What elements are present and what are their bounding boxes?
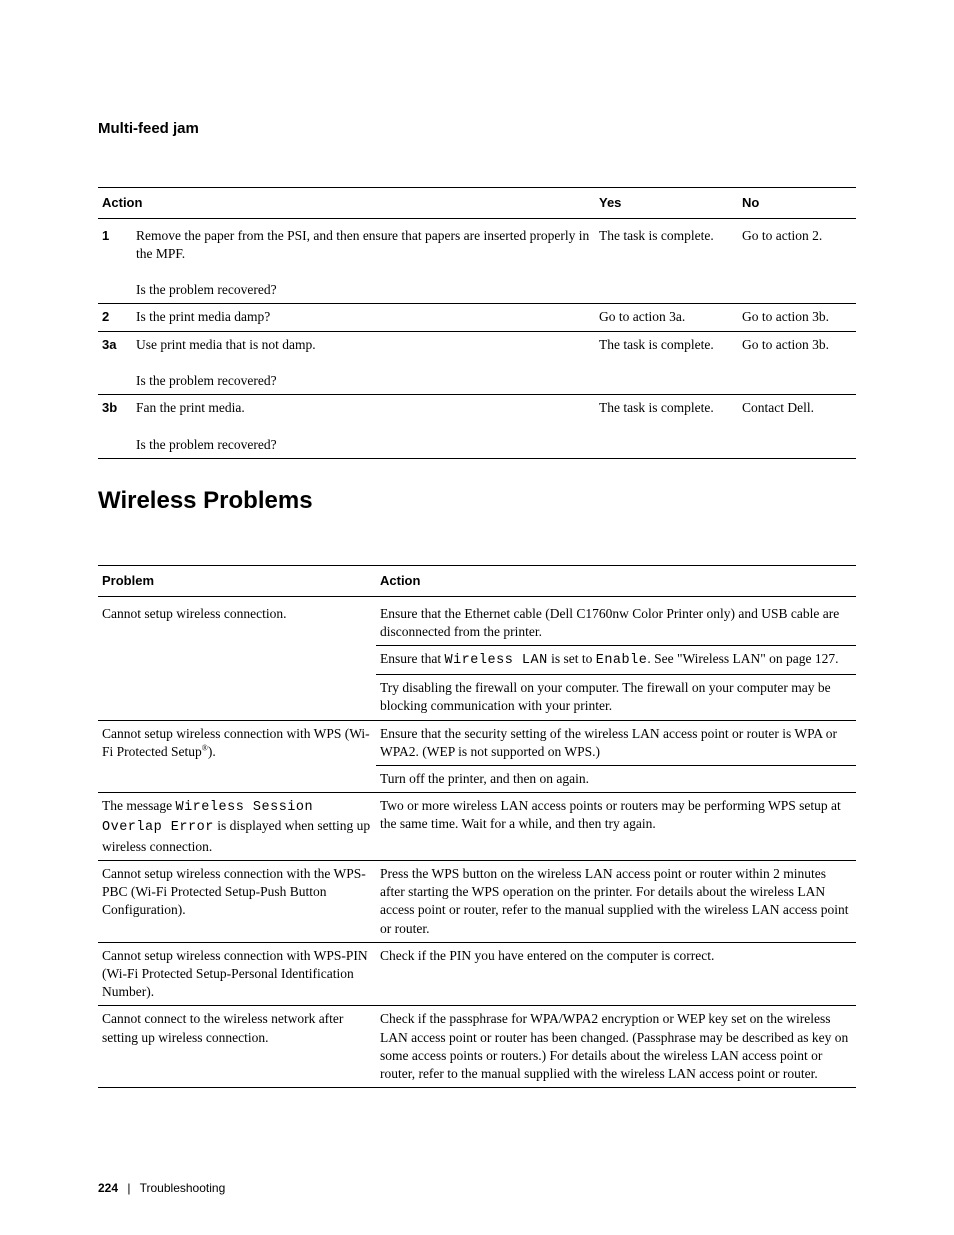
col-no: No	[738, 188, 856, 219]
action-cell: Try disabling the firewall on your compu…	[376, 675, 856, 720]
table-row: Cannot connect to the wireless network a…	[98, 1006, 856, 1088]
mono-text: Wireless LAN	[444, 653, 547, 668]
multi-feed-table: Action Yes No 1 Remove the paper from th…	[98, 187, 856, 459]
table-row: Cannot setup wireless connection with WP…	[98, 720, 856, 765]
page-footer: 224 | Troubleshooting	[98, 1181, 225, 1195]
text: Ensure that	[380, 651, 444, 666]
row-yes: Go to action 3a.	[595, 304, 738, 331]
row-num: 2	[98, 304, 132, 331]
problem-cell: Cannot connect to the wireless network a…	[98, 1006, 376, 1088]
row-action: Fan the print media. Is the problem reco…	[132, 395, 595, 459]
question-text: Is the problem recovered?	[136, 373, 277, 388]
action-cell: Ensure that Wireless LAN is set to Enabl…	[376, 645, 856, 674]
wireless-table: Problem Action Cannot setup wireless con…	[98, 565, 856, 1088]
row-no: Contact Dell.	[738, 395, 856, 459]
question-text: Is the problem recovered?	[136, 437, 277, 452]
text: . See "Wireless LAN" on page 127.	[647, 651, 838, 666]
row-action: Is the print media damp?	[132, 304, 595, 331]
action-cell: Check if the passphrase for WPA/WPA2 enc…	[376, 1006, 856, 1088]
row-yes: The task is complete.	[595, 218, 738, 304]
col-action: Action	[98, 188, 595, 219]
row-yes: The task is complete.	[595, 395, 738, 459]
action-text: Use print media that is not damp.	[136, 337, 316, 352]
problem-cell: The message Wireless Session Overlap Err…	[98, 793, 376, 861]
page-container: Multi-feed jam Action Yes No 1 Remove th…	[0, 0, 954, 1235]
row-no: Go to action 3b.	[738, 304, 856, 331]
action-cell: Turn off the printer, and then on again.	[376, 766, 856, 793]
problem-cell: Cannot setup wireless connection with WP…	[98, 720, 376, 793]
wireless-heading: Wireless Problems	[98, 487, 856, 515]
table-row: Cannot setup wireless connection. Ensure…	[98, 596, 856, 645]
problem-cell: Cannot setup wireless connection with WP…	[98, 942, 376, 1006]
action-cell: Two or more wireless LAN access points o…	[376, 793, 856, 861]
problem-cell: Cannot setup wireless connection.	[98, 596, 376, 720]
action-cell: Ensure that the security setting of the …	[376, 720, 856, 765]
table-row: 3b Fan the print media. Is the problem r…	[98, 395, 856, 459]
question-text: Is the problem recovered?	[136, 282, 277, 297]
action-cell: Press the WPS button on the wireless LAN…	[376, 860, 856, 942]
table-header-row: Problem Action	[98, 565, 856, 596]
table-row: Cannot setup wireless connection with WP…	[98, 942, 856, 1006]
col-yes: Yes	[595, 188, 738, 219]
multi-feed-heading: Multi-feed jam	[98, 120, 856, 137]
text: Cannot setup wireless connection with WP…	[102, 726, 370, 759]
table-row: 2 Is the print media damp? Go to action …	[98, 304, 856, 331]
col-action: Action	[376, 565, 856, 596]
footer-separator: |	[127, 1181, 130, 1195]
table-row: 3a Use print media that is not damp. Is …	[98, 331, 856, 395]
table-row: The message Wireless Session Overlap Err…	[98, 793, 856, 861]
col-problem: Problem	[98, 565, 376, 596]
footer-section: Troubleshooting	[140, 1181, 226, 1195]
row-num: 3b	[98, 395, 132, 459]
row-no: Go to action 3b.	[738, 331, 856, 395]
text: is set to	[548, 651, 596, 666]
text: The message	[102, 798, 175, 813]
row-action: Remove the paper from the PSI, and then …	[132, 218, 595, 304]
page-number: 224	[98, 1181, 118, 1195]
table-header-row: Action Yes No	[98, 188, 856, 219]
action-cell: Ensure that the Ethernet cable (Dell C17…	[376, 596, 856, 645]
row-yes: The task is complete.	[595, 331, 738, 395]
row-no: Go to action 2.	[738, 218, 856, 304]
action-cell: Check if the PIN you have entered on the…	[376, 942, 856, 1006]
row-num: 3a	[98, 331, 132, 395]
row-num: 1	[98, 218, 132, 304]
text: ).	[208, 744, 216, 759]
problem-cell: Cannot setup wireless connection with th…	[98, 860, 376, 942]
mono-text: Enable	[596, 653, 648, 668]
table-row: Cannot setup wireless connection with th…	[98, 860, 856, 942]
table-row: 1 Remove the paper from the PSI, and the…	[98, 218, 856, 304]
action-text: Fan the print media.	[136, 400, 245, 415]
action-text: Remove the paper from the PSI, and then …	[136, 228, 589, 261]
row-action: Use print media that is not damp. Is the…	[132, 331, 595, 395]
